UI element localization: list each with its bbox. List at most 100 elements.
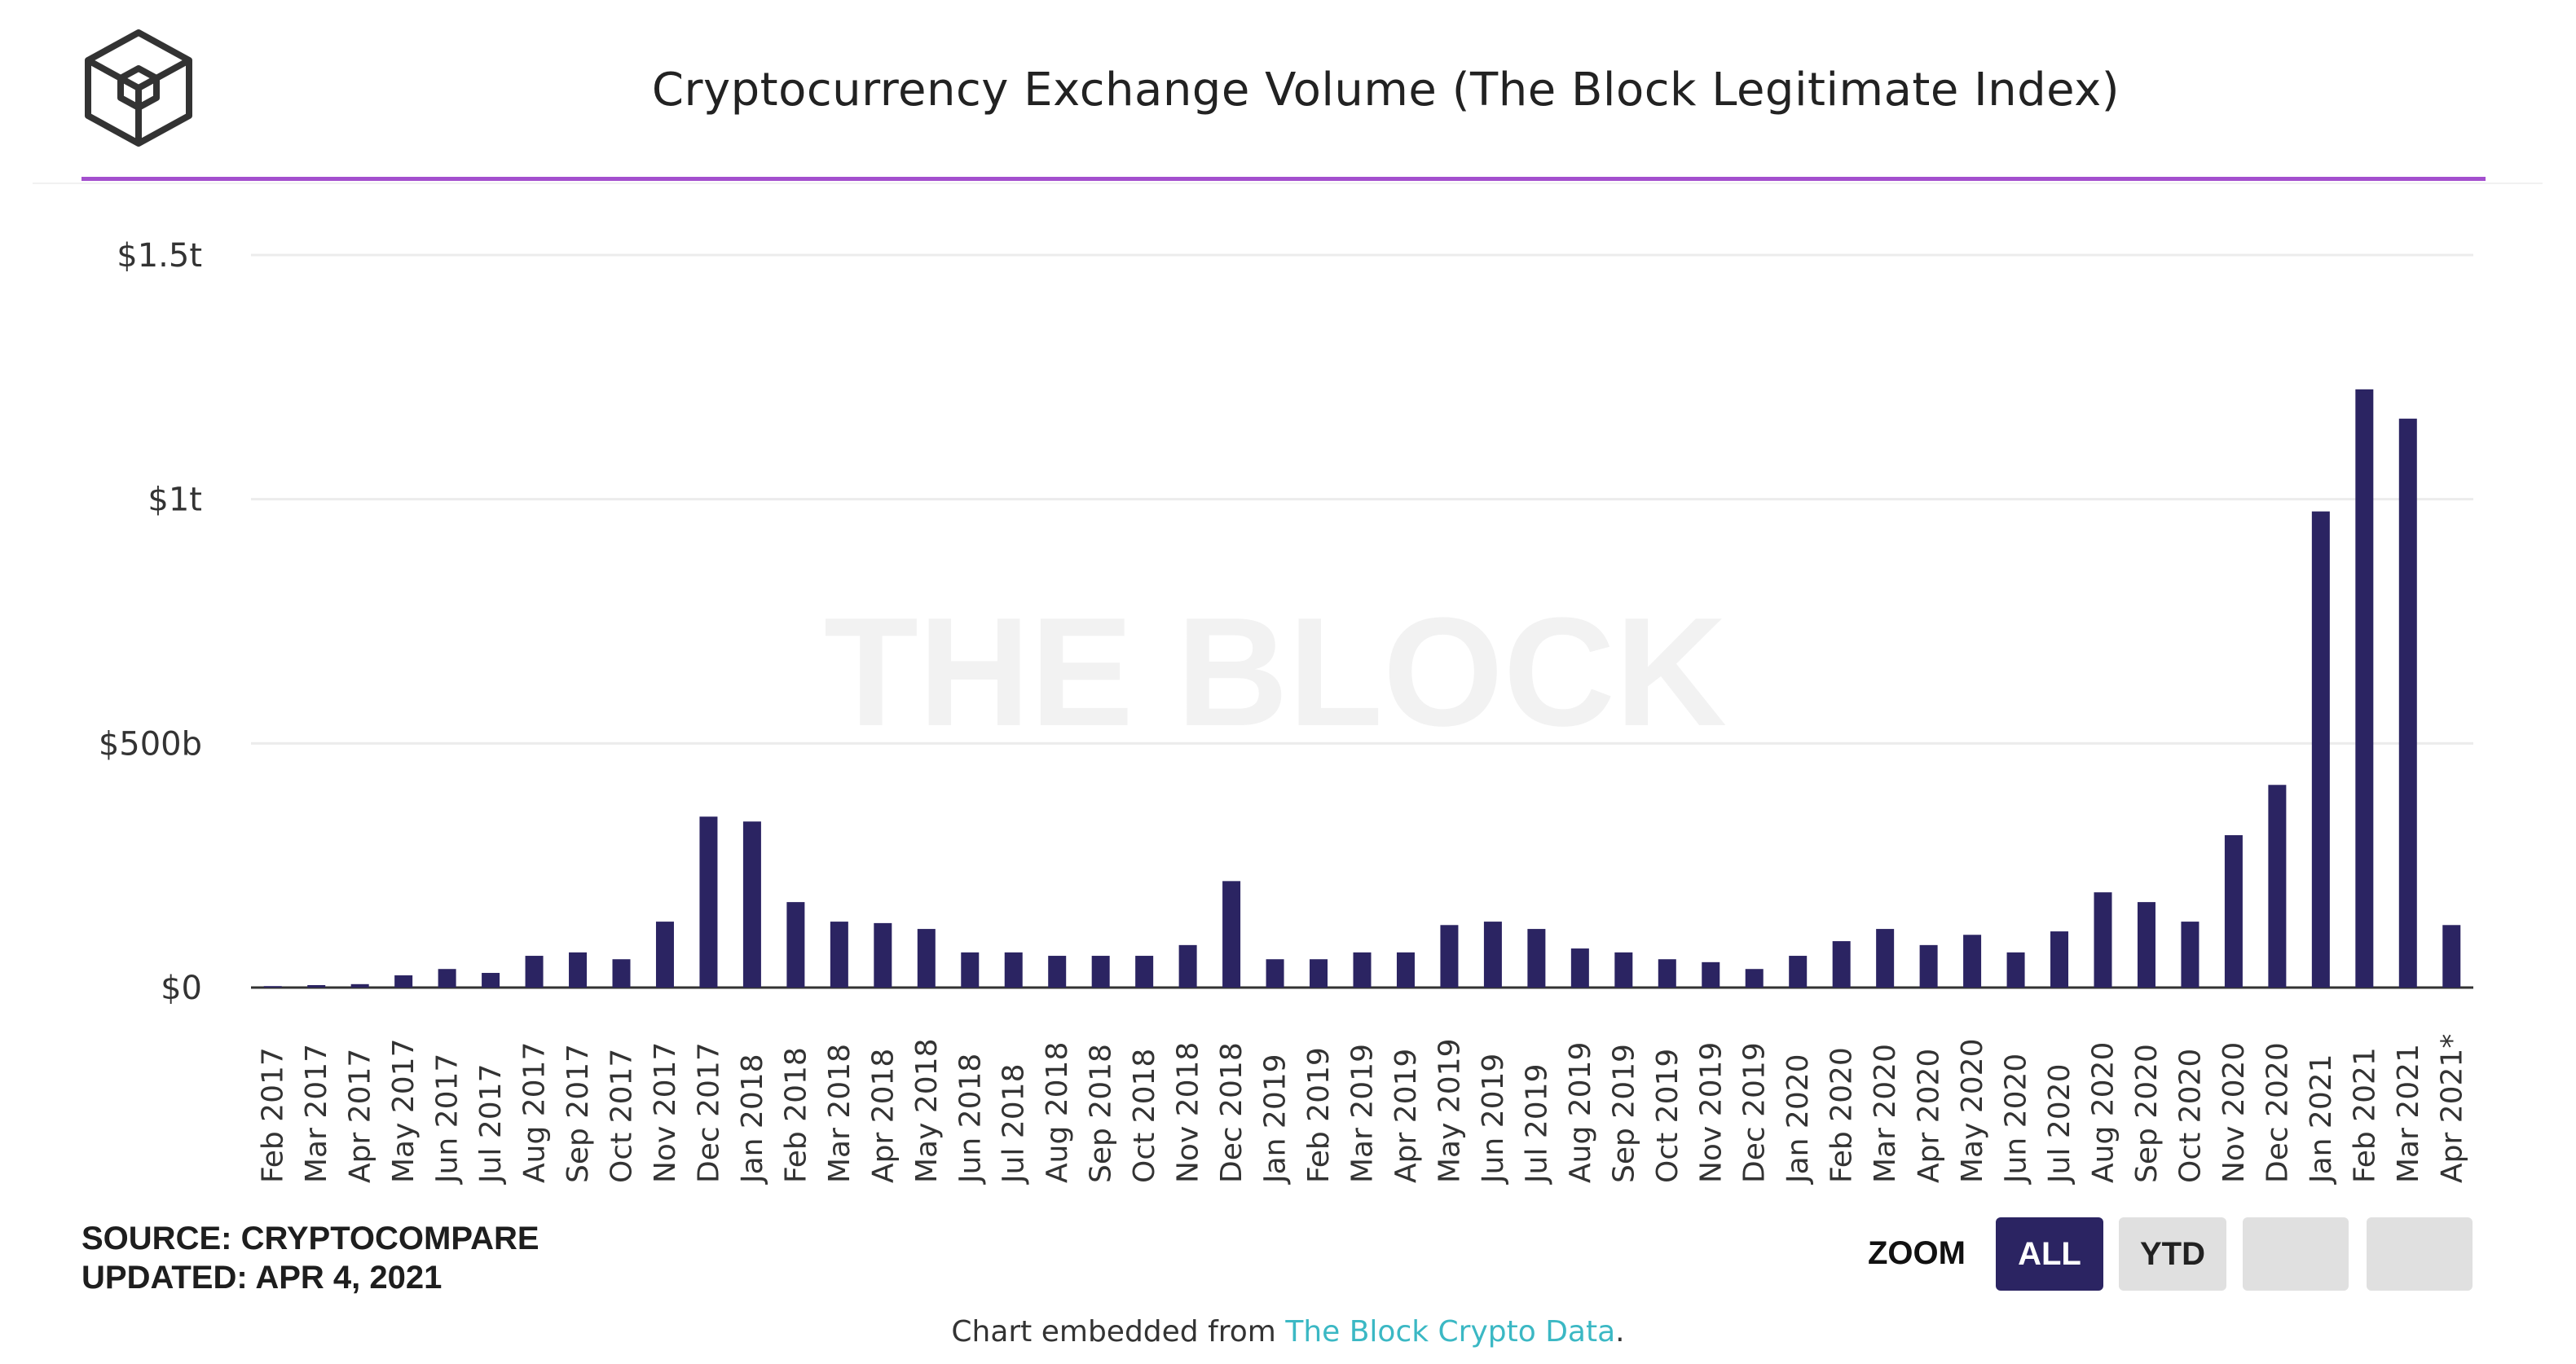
x-tick-label: Nov 2017	[649, 1042, 682, 1183]
x-tick-label: May 2017	[387, 1039, 421, 1184]
bar[interactable]	[350, 983, 369, 988]
title-divider	[81, 177, 2486, 181]
x-tick-label: Jul 2019	[1520, 1064, 1553, 1186]
bar[interactable]	[1178, 944, 1197, 988]
x-tick-label: Aug 2020	[2087, 1042, 2120, 1183]
bar[interactable]	[1570, 948, 1589, 988]
bar[interactable]	[2137, 902, 2155, 988]
x-tick-label: Oct 2017	[605, 1049, 639, 1183]
x-tick-label: Aug 2018	[1041, 1042, 1074, 1183]
x-tick-label: Dec 2018	[1215, 1042, 1248, 1183]
zoom-all-button[interactable]: ALL	[1996, 1217, 2103, 1291]
bar[interactable]	[961, 952, 980, 988]
x-tick-label: Apr 2020	[1913, 1049, 1946, 1183]
source-text: SOURCE: CRYPTOCOMPARE	[81, 1221, 539, 1256]
bar[interactable]	[2398, 418, 2417, 988]
x-tick-label: Aug 2019	[1564, 1042, 1597, 1183]
x-tick-label: Mar 2020	[1869, 1044, 1902, 1183]
source-note: SOURCE: CRYPTOCOMPARE UPDATED: APR 4, 20…	[81, 1219, 539, 1297]
bar[interactable]	[1266, 959, 1284, 988]
bar[interactable]	[2224, 835, 2243, 988]
embed-link[interactable]: The Block Crypto Data	[1285, 1315, 1616, 1349]
x-tick-label: Jun 2020	[2000, 1054, 2033, 1185]
bar[interactable]	[742, 821, 761, 988]
zoom-ytd-button[interactable]: YTD	[2119, 1217, 2226, 1291]
bar[interactable]	[2094, 892, 2112, 988]
x-tick-label: Feb 2018	[779, 1047, 812, 1183]
bar[interactable]	[2311, 511, 2330, 988]
x-tick-label: Mar 2017	[300, 1044, 333, 1183]
x-tick-label: Jan 2019	[1259, 1054, 1292, 1185]
bar[interactable]	[1310, 959, 1328, 988]
embed-suffix: .	[1615, 1315, 1625, 1349]
bar[interactable]	[874, 922, 892, 988]
bar[interactable]	[1440, 925, 1459, 988]
bar[interactable]	[786, 902, 805, 988]
x-tick-label: Jun 2019	[1477, 1054, 1510, 1185]
bar[interactable]	[2268, 785, 2287, 988]
bar[interactable]	[830, 922, 848, 988]
bar[interactable]	[394, 975, 413, 988]
embed-note: Chart embedded from The Block Crypto Dat…	[0, 1315, 2576, 1349]
x-tick-label: Jun 2017	[431, 1054, 465, 1185]
bar[interactable]	[1483, 922, 1502, 988]
bar[interactable]	[1396, 952, 1415, 988]
bar[interactable]	[2355, 389, 2374, 988]
bar[interactable]	[263, 986, 282, 988]
bar[interactable]	[2442, 925, 2461, 988]
bar[interactable]	[1527, 929, 1546, 988]
x-tick-label: Jan 2020	[1781, 1054, 1815, 1185]
bar[interactable]	[917, 929, 936, 988]
bar[interactable]	[2050, 931, 2069, 988]
x-tick-label: Oct 2019	[1651, 1049, 1684, 1183]
x-tick-label: Apr 2018	[866, 1049, 900, 1183]
x-tick-label: Apr 2019	[1389, 1049, 1423, 1183]
bar[interactable]	[655, 922, 674, 988]
x-tick-label: Jul 2018	[997, 1064, 1031, 1186]
bar[interactable]	[1353, 952, 1372, 988]
bar[interactable]	[612, 959, 631, 988]
bar[interactable]	[1963, 935, 1982, 988]
bar[interactable]	[1832, 941, 1851, 988]
bar[interactable]	[569, 952, 588, 988]
bar[interactable]	[438, 969, 456, 988]
bar[interactable]	[2181, 922, 2200, 988]
x-tick-label: Mar 2019	[1346, 1044, 1380, 1183]
x-tick-label: Nov 2019	[1694, 1042, 1728, 1183]
bar[interactable]	[2006, 952, 2025, 988]
zoom-blank-button-2[interactable]	[2367, 1217, 2473, 1291]
bar[interactable]	[1004, 952, 1023, 988]
bar[interactable]	[699, 816, 718, 988]
x-tick-label: Sep 2017	[561, 1044, 595, 1183]
bar[interactable]	[1745, 969, 1764, 988]
bar[interactable]	[1919, 944, 1938, 988]
bar[interactable]	[307, 985, 326, 988]
bars	[263, 389, 2461, 988]
zoom-blank-button-1[interactable]	[2243, 1217, 2349, 1291]
bar[interactable]	[1135, 956, 1154, 988]
x-tick-label: Mar 2018	[823, 1044, 856, 1183]
bar[interactable]	[1048, 956, 1067, 988]
bar[interactable]	[482, 973, 500, 988]
x-tick-label: Feb 2017	[257, 1047, 290, 1183]
bar[interactable]	[525, 956, 544, 988]
bar[interactable]	[1091, 956, 1110, 988]
x-tick-label: Feb 2020	[1825, 1047, 1859, 1183]
y-tick-label: $0	[161, 970, 202, 1007]
x-tick-label: May 2019	[1433, 1039, 1466, 1184]
bar[interactable]	[1222, 881, 1241, 988]
x-tick-label: Dec 2020	[2261, 1042, 2294, 1183]
bar[interactable]	[1702, 961, 1720, 988]
bar[interactable]	[1614, 952, 1633, 988]
grid-lines	[251, 253, 2473, 745]
x-tick-label: Jan 2021	[2305, 1054, 2338, 1185]
x-axis-ticks: Feb 2017 Mar 2017 Apr 2017 May 2017 Jun 2017…	[257, 1034, 2469, 1185]
x-tick-label: Dec 2017	[692, 1042, 725, 1183]
bar[interactable]	[1658, 959, 1676, 988]
y-tick-label: $1.5t	[117, 237, 202, 275]
watermark: THE BLOCK	[824, 586, 1727, 759]
zoom-label: ZOOM	[1868, 1235, 1966, 1271]
bar[interactable]	[1789, 956, 1808, 988]
bar[interactable]	[1876, 929, 1895, 988]
x-tick-label: Sep 2020	[2130, 1044, 2164, 1183]
